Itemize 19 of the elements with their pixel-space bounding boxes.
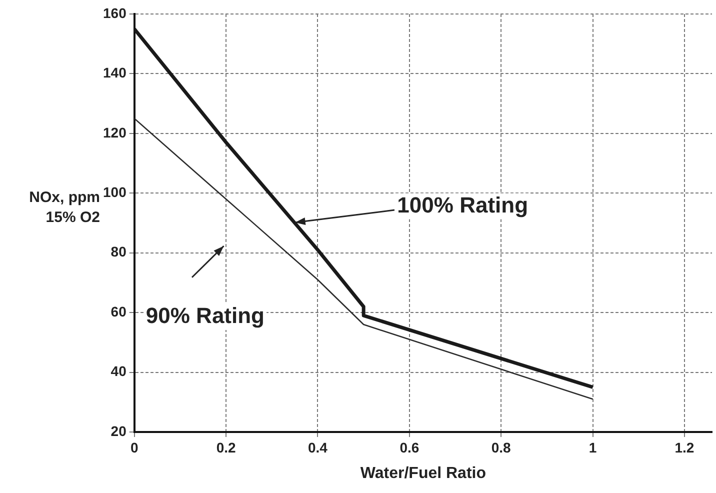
annotation: 100% Rating [397, 192, 528, 218]
x-tick-label: 1.2 [674, 439, 694, 456]
annotation: 90% Rating [146, 303, 265, 328]
x-tick-label: 1 [588, 439, 597, 456]
y-tick-label: 140 [103, 64, 127, 81]
x-axis-title: Water/Fuel Ratio [360, 464, 486, 482]
x-tick-label: 0.2 [216, 439, 236, 456]
x-tick-label: 0.8 [491, 439, 512, 456]
y-tick-label: 80 [110, 244, 127, 260]
x-tick-label: 0.6 [400, 439, 420, 456]
y-tick-label: 40 [110, 363, 127, 380]
x-tick-label: 0.4 [308, 439, 328, 456]
x-tick-label: 0 [130, 439, 138, 456]
y-tick-label: 160 [103, 4, 127, 21]
y-axis-title: NOx, ppm 15% O2 [29, 189, 100, 226]
y-tick-label: 120 [103, 124, 127, 140]
y-tick-label: 100 [103, 184, 127, 200]
y-tick-label: 20 [110, 422, 127, 439]
y-tick-label: 60 [110, 303, 127, 320]
